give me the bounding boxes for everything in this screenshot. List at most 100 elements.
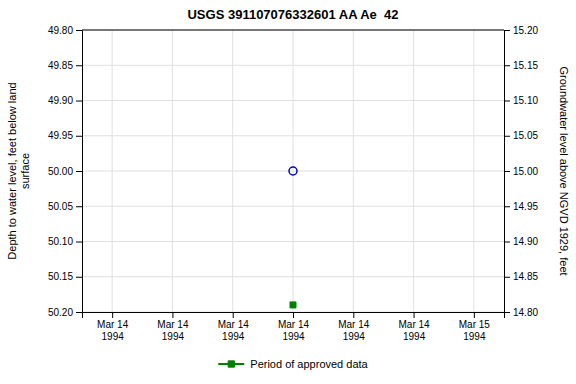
y2-axis: 14.8014.8514.9014.9515.0015.0515.1015.15… — [504, 25, 538, 318]
tick-mark — [112, 312, 113, 318]
tick: 50.05 — [48, 201, 82, 212]
tick-mark — [76, 136, 82, 137]
grid-line — [293, 30, 294, 312]
tick-mark — [353, 312, 354, 318]
tick-label: Mar 151994 — [459, 319, 491, 342]
tick: 49.80 — [48, 25, 82, 36]
grid-line — [232, 30, 233, 312]
tick-label: Mar 141994 — [399, 319, 431, 342]
plot: Mar 141994Mar 141994Mar 141994Mar 141994… — [48, 25, 538, 342]
tick: 50.15 — [48, 271, 82, 282]
tick-mark — [76, 242, 82, 243]
tick-label: 50.00 — [48, 166, 73, 177]
tick-label: Mar 141994 — [97, 319, 129, 342]
legend-swatch-marker — [228, 361, 234, 367]
axis-line — [83, 313, 505, 319]
tick-mark — [76, 171, 82, 172]
grid-line — [172, 30, 173, 312]
tick-label-line: 1994 — [403, 331, 426, 342]
grid — [82, 30, 504, 312]
tick: Mar 141994 — [97, 312, 129, 342]
tick-mark — [76, 101, 82, 102]
tick-label: 49.95 — [48, 130, 73, 141]
tick: Mar 151994 — [459, 312, 491, 342]
series — [289, 167, 297, 175]
tick-label-line: 1994 — [222, 331, 245, 342]
tick-label: 15.05 — [513, 130, 538, 141]
tick-label-line: Mar 14 — [97, 319, 129, 330]
tick-label: 50.20 — [48, 307, 73, 318]
tick-label-line: Mar 15 — [459, 319, 491, 330]
tick-label-line: 1994 — [343, 331, 366, 342]
tick-label: 49.80 — [48, 25, 73, 36]
tick: 14.95 — [504, 201, 538, 212]
tick-mark — [504, 136, 510, 137]
tick: Mar 141994 — [399, 312, 431, 342]
axis-line — [76, 31, 83, 313]
grid-line — [112, 30, 113, 312]
tick-mark — [474, 312, 475, 318]
tick-label: 14.90 — [513, 236, 538, 247]
tick: 50.20 — [48, 307, 82, 318]
grid-line — [353, 30, 354, 312]
tick-mark — [233, 312, 234, 318]
tick: 15.00 — [504, 166, 538, 177]
tick: 49.90 — [48, 95, 82, 106]
title: USGS 391107076332601 AA Ae 42 — [187, 7, 398, 22]
tick-mark — [504, 65, 510, 66]
tick-label-line: Mar 14 — [278, 319, 310, 330]
y2-axis-title: Groundwater level above NGVD 1929, feet — [558, 66, 570, 275]
tick: Mar 141994 — [157, 312, 189, 342]
tick: Mar 141994 — [278, 312, 310, 342]
tick-label: 50.10 — [48, 236, 73, 247]
tick-mark — [504, 312, 510, 313]
tick-label: 15.10 — [513, 95, 538, 106]
tick-label: 49.90 — [48, 95, 73, 106]
tick-label: 15.15 — [513, 60, 538, 71]
legend: Period of approved data — [218, 358, 368, 370]
tick-label-line: Mar 14 — [218, 319, 250, 330]
tick-label: Mar 141994 — [218, 319, 250, 342]
tick-mark — [76, 312, 82, 313]
tick-mark — [76, 65, 82, 66]
tick-mark — [504, 30, 510, 31]
tick-label: 50.05 — [48, 201, 73, 212]
tick-label: Mar 141994 — [157, 319, 189, 342]
tick-mark — [414, 312, 415, 318]
point — [290, 302, 296, 308]
tick: 14.90 — [504, 236, 538, 247]
tick: 50.00 — [48, 166, 82, 177]
tick: 49.95 — [48, 130, 82, 141]
tick: 14.85 — [504, 271, 538, 282]
y-axis: 49.80 49.85 49.90 49.95 50.00 50.05 50.10 50.15… — [48, 25, 83, 318]
grid-line — [473, 30, 474, 312]
legend-label: Period of approved data — [250, 358, 368, 370]
tick-label: 15.20 — [513, 25, 538, 36]
grid-line — [413, 30, 414, 312]
tick-label-line: 1994 — [102, 331, 125, 342]
tick: Mar 141994 — [338, 312, 370, 342]
tick-mark — [504, 277, 510, 278]
chart: Mar 141994Mar 141994Mar 141994Mar 141994… — [0, 0, 576, 384]
x-axis: Mar 141994Mar 141994Mar 141994Mar 141994… — [83, 312, 505, 342]
tick-label-line: Mar 14 — [399, 319, 431, 330]
tick-label: 14.85 — [513, 271, 538, 282]
tick-label: 15.00 — [513, 166, 538, 177]
tick-label-line: 1994 — [463, 331, 486, 342]
tick-label-line: Mar 14 — [157, 319, 189, 330]
y-axis-title-line: Depth to water level, feet below land — [6, 82, 18, 259]
tick-mark — [76, 30, 82, 31]
tick: 15.05 — [504, 130, 538, 141]
tick: 49.85 — [48, 60, 82, 71]
tick-label: Mar 141994 — [338, 319, 370, 342]
tick-label-line: Mar 14 — [338, 319, 370, 330]
tick-mark — [76, 206, 82, 207]
series — [290, 302, 296, 308]
tick-label-line: 1994 — [162, 331, 185, 342]
tick: 50.10 — [48, 236, 82, 247]
tick: 15.10 — [504, 95, 538, 106]
y2-axis-title-line: Groundwater level above NGVD 1929, feet — [558, 66, 570, 275]
tick-label: Mar 141994 — [278, 319, 310, 342]
tick-label: 49.85 — [48, 60, 73, 71]
y-axis-title-line: surface — [19, 153, 31, 189]
